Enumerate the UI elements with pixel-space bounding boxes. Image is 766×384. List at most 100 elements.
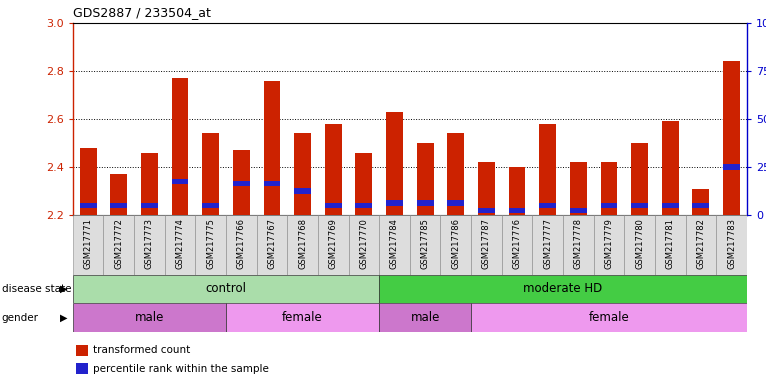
Text: GSM217783: GSM217783 — [727, 218, 736, 269]
Bar — [318, 215, 349, 275]
Bar — [478, 162, 495, 215]
Bar — [294, 134, 311, 215]
Text: control: control — [205, 283, 247, 295]
Bar — [662, 121, 679, 215]
Bar — [570, 162, 587, 215]
Bar — [379, 215, 410, 275]
Bar — [447, 134, 464, 215]
Bar — [287, 215, 318, 275]
Bar — [509, 208, 525, 213]
Bar — [264, 81, 280, 215]
Bar — [76, 363, 88, 374]
Bar — [226, 303, 379, 332]
Bar — [355, 203, 372, 208]
Bar — [601, 203, 617, 208]
Bar — [110, 174, 127, 215]
Bar — [471, 215, 502, 275]
Text: GSM217785: GSM217785 — [421, 218, 430, 269]
Bar — [447, 200, 464, 206]
Bar — [202, 134, 219, 215]
Text: GSM217768: GSM217768 — [298, 218, 307, 269]
Text: GSM217767: GSM217767 — [267, 218, 277, 269]
Text: GSM217784: GSM217784 — [390, 218, 399, 269]
Bar — [655, 215, 686, 275]
Text: moderate HD: moderate HD — [523, 283, 603, 295]
Bar — [478, 208, 495, 213]
Bar — [202, 203, 219, 208]
Bar — [73, 275, 379, 303]
Text: disease state: disease state — [2, 284, 71, 294]
Bar — [692, 189, 709, 215]
Bar — [134, 215, 165, 275]
Bar — [379, 303, 471, 332]
Bar — [257, 215, 287, 275]
Bar — [76, 345, 88, 356]
Text: ▶: ▶ — [60, 284, 67, 294]
Bar — [141, 153, 158, 215]
Text: ▶: ▶ — [60, 313, 67, 323]
Bar — [80, 148, 97, 215]
Text: male: male — [135, 311, 164, 324]
Bar — [502, 215, 532, 275]
Text: GSM217776: GSM217776 — [512, 218, 522, 269]
Text: GSM217773: GSM217773 — [145, 218, 154, 269]
Text: GSM217779: GSM217779 — [604, 218, 614, 269]
Bar — [686, 215, 716, 275]
Bar — [471, 303, 747, 332]
Text: female: female — [282, 311, 323, 324]
Bar — [386, 200, 403, 206]
Text: GSM217775: GSM217775 — [206, 218, 215, 269]
Bar — [264, 181, 280, 187]
Bar — [563, 215, 594, 275]
Bar — [440, 215, 471, 275]
Bar — [172, 78, 188, 215]
Text: GSM217770: GSM217770 — [359, 218, 368, 269]
Text: male: male — [411, 311, 440, 324]
Bar — [417, 200, 434, 206]
Bar — [233, 181, 250, 187]
Text: female: female — [588, 311, 630, 324]
Bar — [570, 208, 587, 213]
Text: GSM217786: GSM217786 — [451, 218, 460, 269]
Bar — [226, 215, 257, 275]
Bar — [417, 143, 434, 215]
Bar — [594, 215, 624, 275]
Text: GSM217771: GSM217771 — [83, 218, 93, 269]
Bar — [509, 167, 525, 215]
Text: GSM217778: GSM217778 — [574, 218, 583, 269]
Text: GSM217782: GSM217782 — [696, 218, 705, 269]
Text: GSM217769: GSM217769 — [329, 218, 338, 269]
Bar — [723, 61, 740, 215]
Bar — [73, 303, 226, 332]
Bar — [631, 143, 648, 215]
Text: percentile rank within the sample: percentile rank within the sample — [93, 364, 269, 374]
Text: GSM217781: GSM217781 — [666, 218, 675, 269]
Bar — [539, 124, 556, 215]
Bar — [172, 179, 188, 184]
Bar — [386, 112, 403, 215]
Bar — [141, 203, 158, 208]
Text: GSM217774: GSM217774 — [175, 218, 185, 269]
Bar — [716, 215, 747, 275]
Bar — [233, 150, 250, 215]
Bar — [355, 153, 372, 215]
Bar — [379, 275, 747, 303]
Text: GSM217772: GSM217772 — [114, 218, 123, 269]
Bar — [631, 203, 648, 208]
Text: GSM217777: GSM217777 — [543, 218, 552, 269]
Bar — [624, 215, 655, 275]
Bar — [692, 203, 709, 208]
Text: GSM217787: GSM217787 — [482, 218, 491, 269]
Bar — [662, 203, 679, 208]
Text: transformed count: transformed count — [93, 345, 190, 355]
Bar — [165, 215, 195, 275]
Bar — [601, 162, 617, 215]
Bar — [103, 215, 134, 275]
Bar — [195, 215, 226, 275]
Bar — [532, 215, 563, 275]
Bar — [539, 203, 556, 208]
Text: GDS2887 / 233504_at: GDS2887 / 233504_at — [73, 6, 211, 19]
Bar — [325, 203, 342, 208]
Bar — [294, 189, 311, 194]
Text: GSM217780: GSM217780 — [635, 218, 644, 269]
